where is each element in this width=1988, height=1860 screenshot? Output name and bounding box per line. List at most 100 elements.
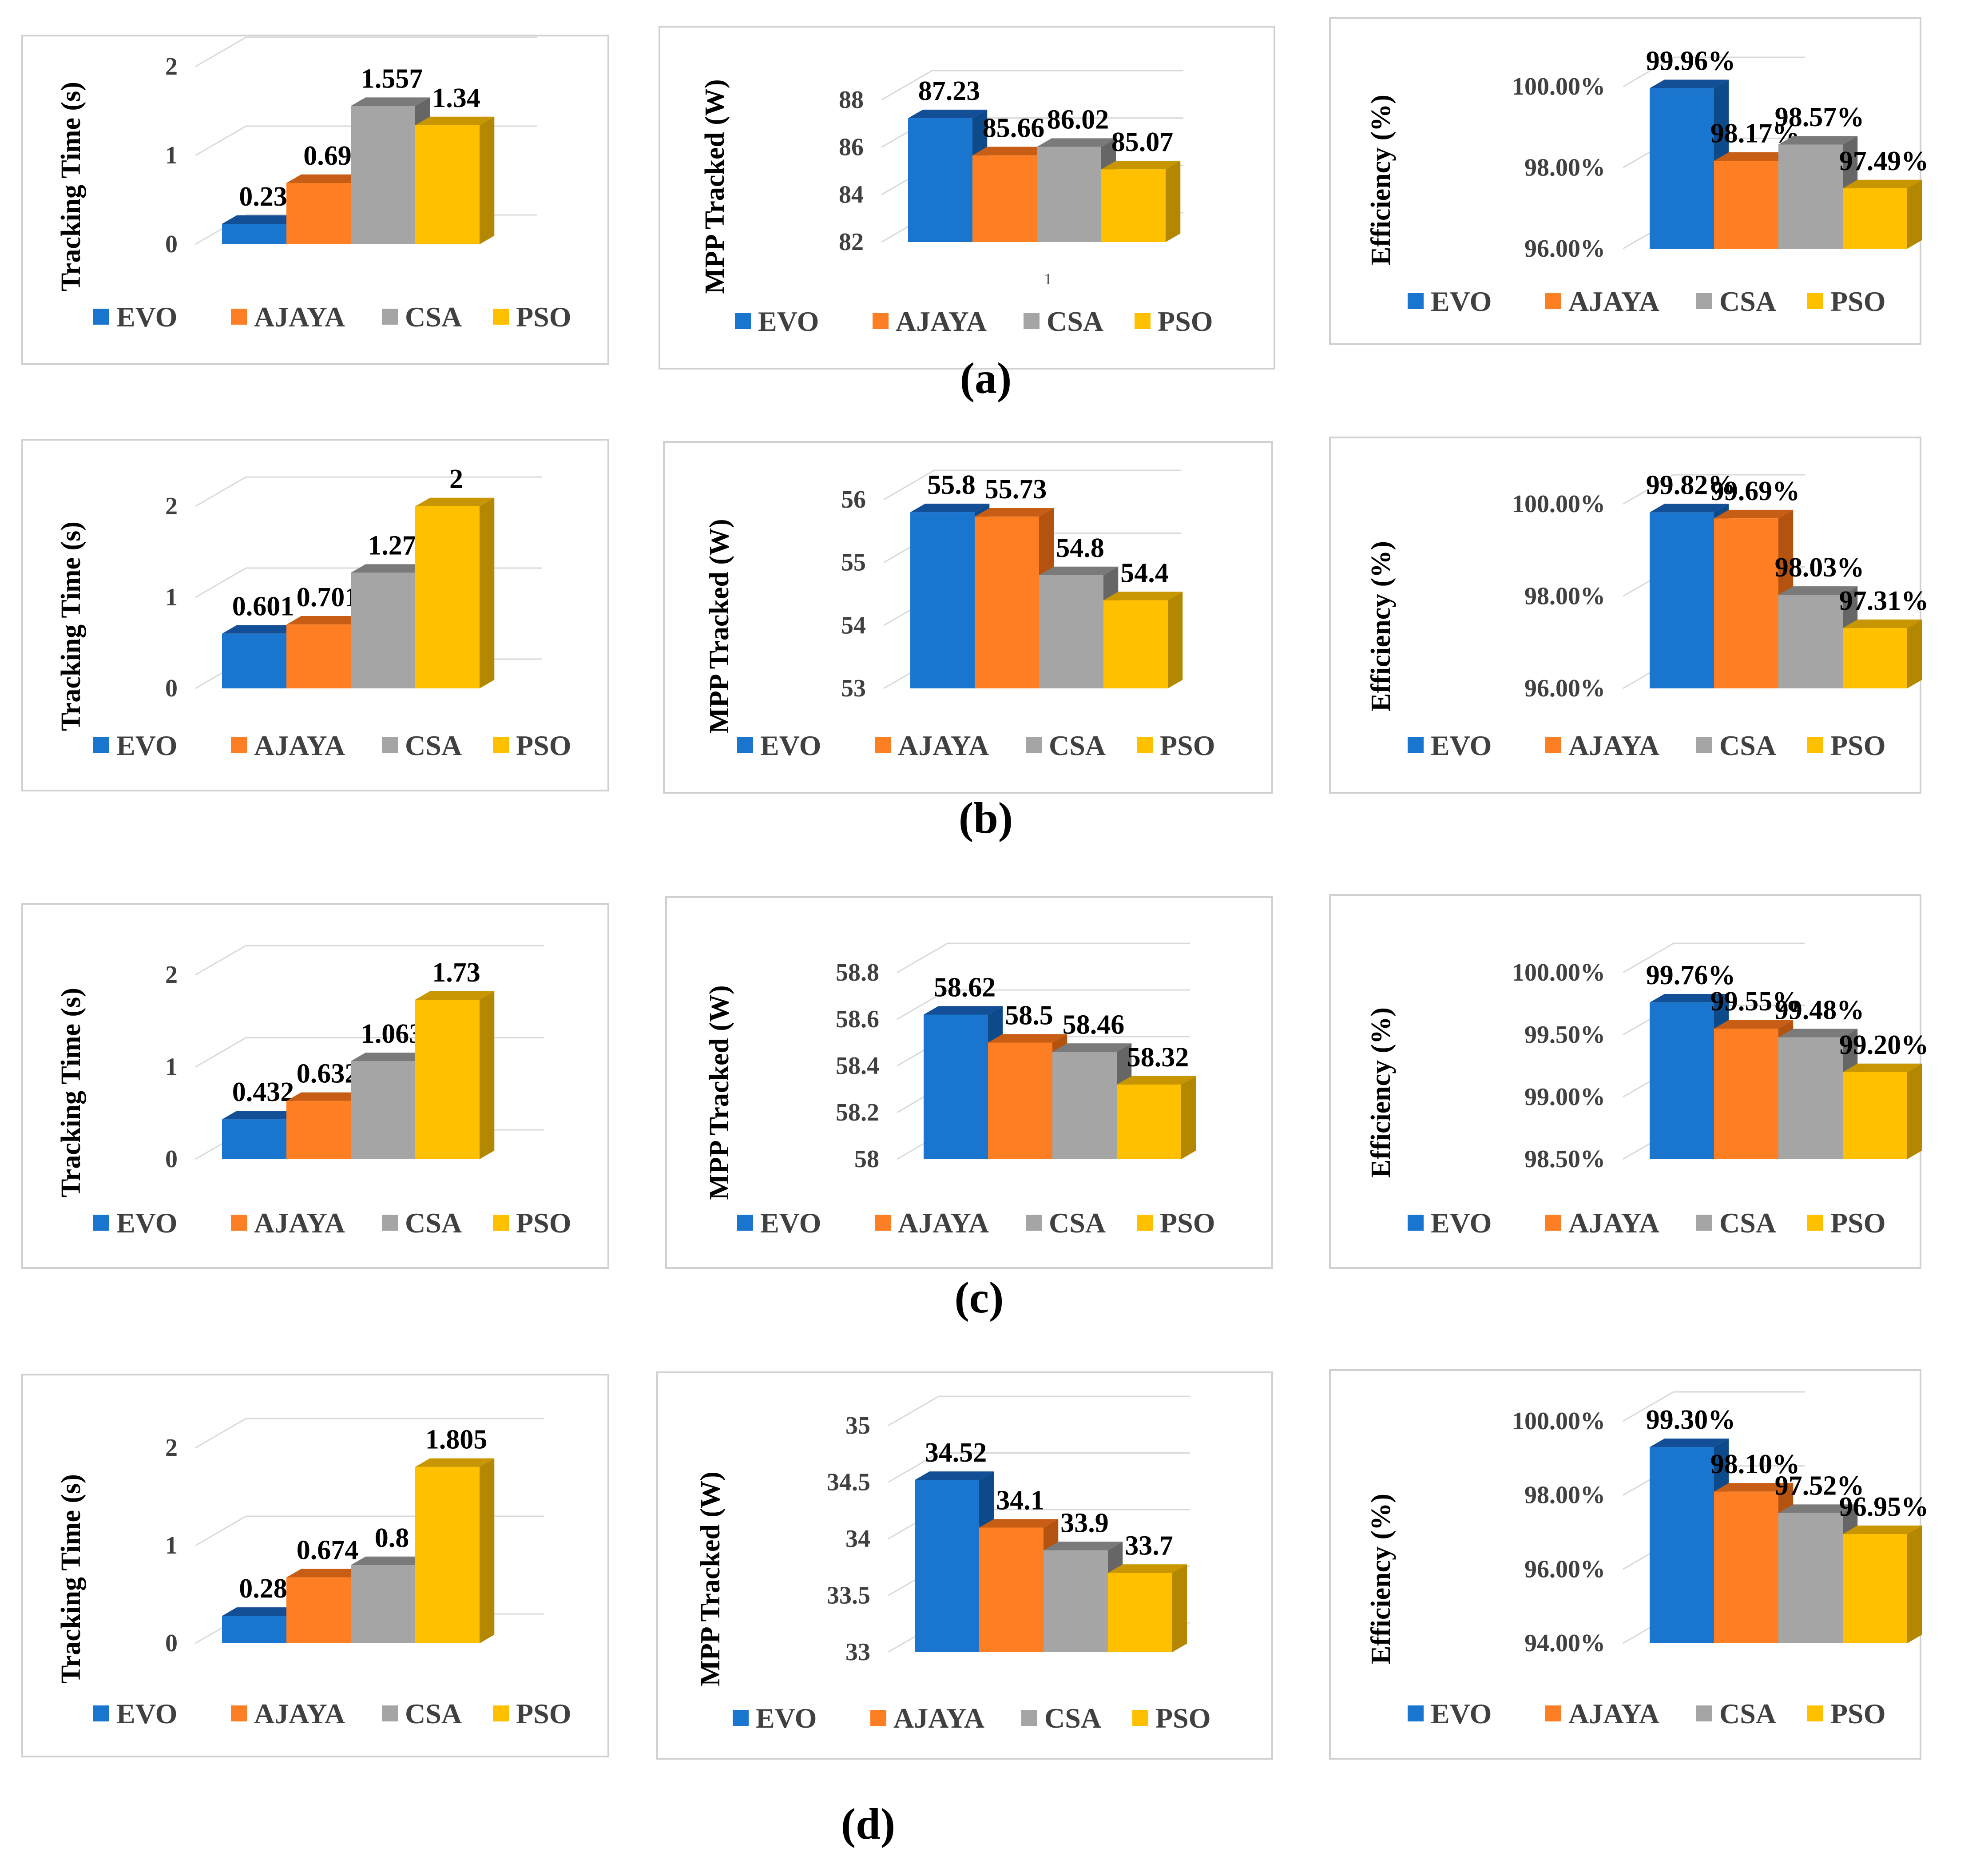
bar-side bbox=[1907, 1063, 1922, 1159]
bar-top bbox=[1778, 586, 1858, 595]
legend-label: CSA bbox=[1719, 1207, 1776, 1239]
data-label-pso: 97.31% bbox=[1839, 586, 1929, 616]
bar-top bbox=[222, 1111, 302, 1120]
legend-swatch bbox=[1696, 1215, 1712, 1231]
legend-label: AJAYA bbox=[1568, 1207, 1659, 1239]
y-tick-label: 96.00% bbox=[1524, 235, 1605, 262]
legend-label: PSO bbox=[516, 1698, 571, 1729]
legend-swatch bbox=[93, 737, 109, 753]
chart-panel-c2: 58 58.2 58.4 58.6 58.8 MPP Tracked (W) 58.62 58… bbox=[665, 896, 1273, 1269]
legend-label: CSA bbox=[405, 1698, 462, 1729]
data-label-ajaya: 55.73 bbox=[985, 474, 1047, 505]
bar-top bbox=[351, 1556, 430, 1565]
legend-label: CSA bbox=[1719, 730, 1776, 761]
y-tick-label: 1 bbox=[165, 1053, 178, 1081]
bar-top bbox=[415, 116, 495, 125]
bar-front bbox=[1778, 144, 1843, 249]
bar-pso bbox=[415, 1458, 495, 1643]
bar-top bbox=[286, 616, 366, 625]
data-label-evo: 0.23 bbox=[239, 182, 287, 212]
bar-top bbox=[1650, 79, 1729, 88]
legend-label: EVO bbox=[760, 1207, 821, 1239]
bar-front bbox=[910, 512, 975, 688]
legend-item-pso: PSO bbox=[493, 1698, 571, 1729]
bar-front bbox=[351, 1565, 415, 1643]
bar-pso bbox=[1101, 161, 1181, 242]
y-tick-label: 0 bbox=[165, 1629, 178, 1657]
bar-front bbox=[975, 517, 1039, 688]
legend-swatch bbox=[733, 1710, 749, 1726]
bar-front bbox=[286, 1101, 351, 1159]
legend-item-evo: EVO bbox=[93, 730, 177, 761]
gridline bbox=[195, 1418, 544, 1449]
bar-front bbox=[1117, 1085, 1181, 1159]
bar-top bbox=[222, 625, 302, 634]
legend-label: CSA bbox=[1044, 1702, 1101, 1734]
legend-label: EVO bbox=[758, 306, 819, 337]
bar-front bbox=[1052, 1052, 1117, 1159]
y-tick-label: 0 bbox=[165, 1145, 178, 1173]
legend-swatch bbox=[1021, 1710, 1037, 1726]
legend-item-evo: EVO bbox=[93, 1207, 177, 1239]
bar-front bbox=[1108, 1573, 1172, 1652]
data-label-pso: 1.805 bbox=[425, 1425, 488, 1455]
bar-top bbox=[351, 97, 430, 106]
data-label-pso: 33.7 bbox=[1125, 1530, 1173, 1561]
bar-pso bbox=[1108, 1564, 1187, 1652]
legend-item-pso: PSO bbox=[1807, 286, 1885, 317]
bar-top bbox=[910, 504, 990, 513]
data-label-ajaya: 99.55% bbox=[1710, 986, 1800, 1017]
gridline bbox=[897, 942, 1190, 974]
y-tick-label: 34 bbox=[845, 1525, 870, 1553]
legend-label: EVO bbox=[1431, 1698, 1492, 1729]
legend-swatch bbox=[1408, 1215, 1424, 1231]
legend-swatch bbox=[875, 737, 891, 753]
gridline bbox=[1623, 56, 1805, 87]
y-tick-label: 33.5 bbox=[827, 1582, 870, 1610]
y-tick-label: 100.00% bbox=[1512, 73, 1605, 100]
bar-side bbox=[1181, 1076, 1196, 1159]
bar-front bbox=[1843, 628, 1907, 688]
y-tick-label: 58.2 bbox=[836, 1099, 879, 1126]
bar-side bbox=[1168, 592, 1183, 688]
gridline bbox=[1623, 1391, 1805, 1422]
bar-top bbox=[415, 1458, 495, 1467]
bar-csa bbox=[1778, 586, 1858, 688]
row-caption: (d) bbox=[841, 1799, 895, 1848]
data-label-csa: 99.48% bbox=[1775, 995, 1865, 1025]
data-label-csa: 1.27 bbox=[368, 530, 416, 560]
y-axis-label: MPP Tracked (W) bbox=[704, 985, 734, 1200]
bar-pso bbox=[1843, 1525, 1922, 1643]
legend-label: AJAYA bbox=[898, 1207, 989, 1239]
bar-front bbox=[972, 155, 1037, 242]
bar-front bbox=[222, 224, 286, 244]
legend-label: CSA bbox=[1049, 730, 1106, 761]
legend-swatch bbox=[382, 1705, 398, 1721]
data-label-ajaya: 0.701 bbox=[297, 582, 359, 612]
bar-front bbox=[1037, 147, 1101, 242]
bar-top bbox=[286, 1092, 366, 1101]
legend-label: PSO bbox=[516, 1207, 571, 1239]
legend-label: CSA bbox=[1719, 1698, 1776, 1729]
legend-swatch bbox=[493, 309, 509, 325]
data-label-pso: 99.20% bbox=[1839, 1030, 1929, 1060]
bar-front bbox=[1843, 188, 1907, 249]
bar-front bbox=[351, 1061, 415, 1159]
chart-panel-a1: 0 1 2 Tracking Time (s) 0.23 0.69 1.557 1.34 EVO… bbox=[21, 35, 609, 365]
legend-label: AJAYA bbox=[898, 730, 989, 761]
gridline bbox=[888, 1452, 1190, 1483]
data-label-ajaya: 85.66 bbox=[983, 113, 1045, 143]
y-axis-label: Efficiency (%) bbox=[1366, 1494, 1396, 1664]
y-axis-label: Tracking Time (s) bbox=[56, 1474, 86, 1684]
legend-item-pso: PSO bbox=[1135, 306, 1213, 337]
legend-swatch bbox=[735, 313, 751, 329]
legend-item-csa: CSA bbox=[1696, 286, 1776, 317]
data-label-pso: 96.95% bbox=[1839, 1492, 1929, 1522]
legend-item-evo: EVO bbox=[93, 301, 177, 333]
chart-panel-d3: 94.00% 96.00% 98.00% 100.00% Efficiency (%) 9… bbox=[1329, 1369, 1929, 1760]
bar-front bbox=[1778, 1037, 1843, 1159]
legend-item-evo: EVO bbox=[1408, 1207, 1492, 1239]
legend-item-ajaya: AJAYA bbox=[231, 1207, 345, 1239]
legend-item-ajaya: AJAYA bbox=[1545, 730, 1659, 761]
